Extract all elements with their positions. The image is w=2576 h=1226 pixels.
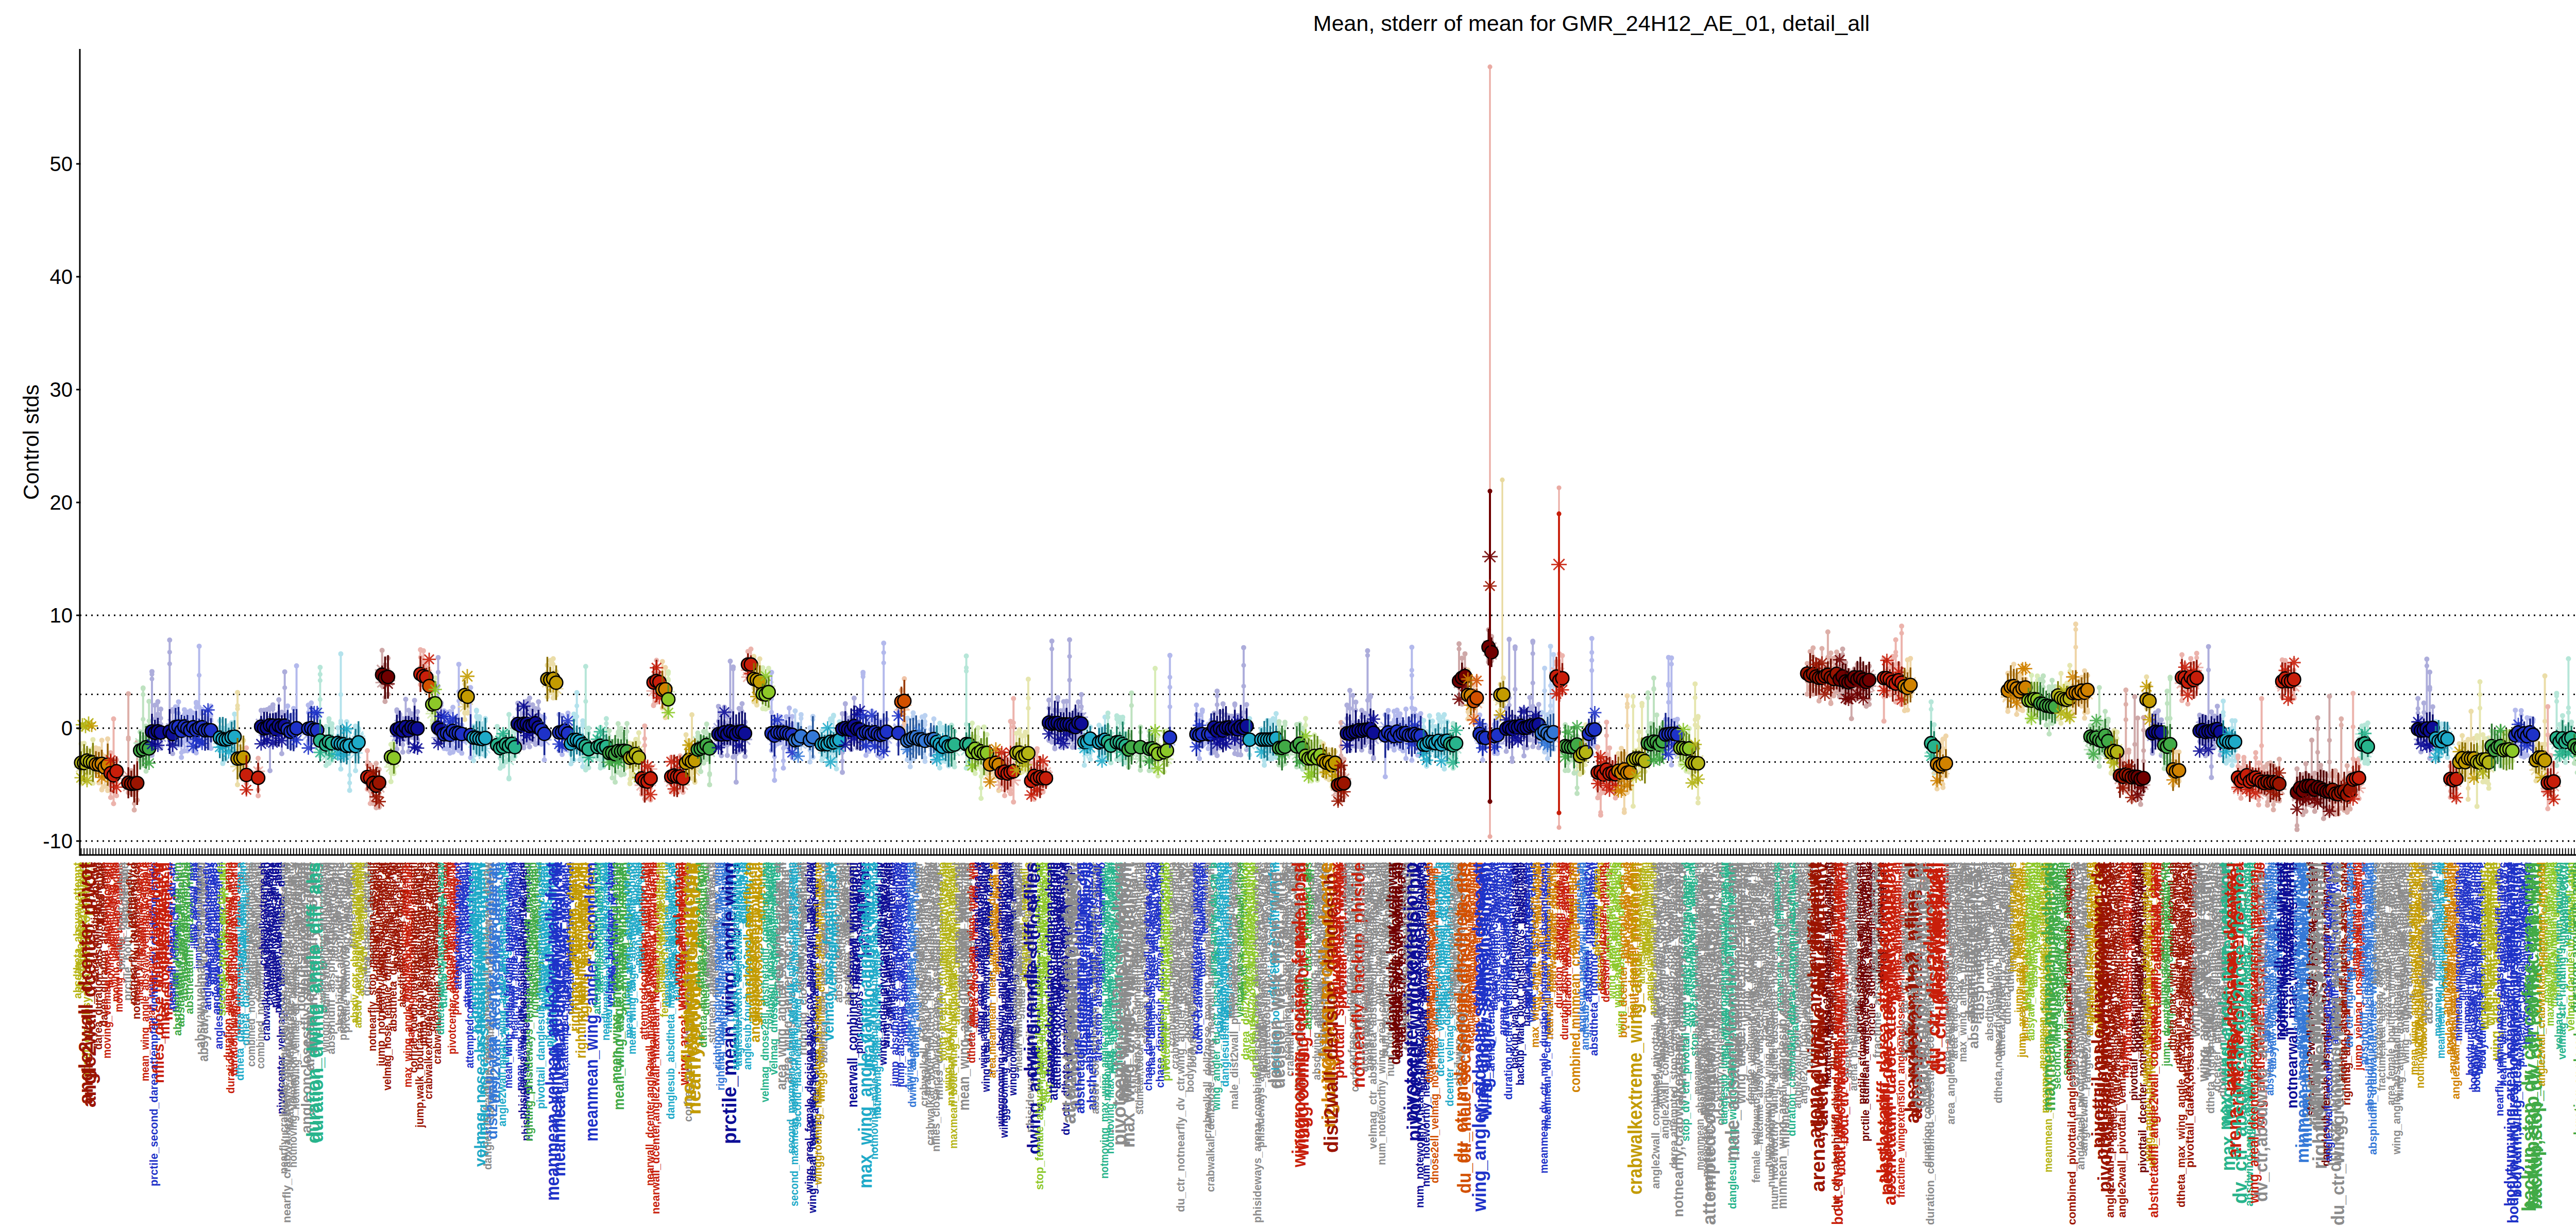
svg-text:0: 0 [61,717,73,740]
svg-text:10: 10 [50,604,73,627]
svg-text:20: 20 [50,491,73,514]
svg-text:-10: -10 [43,830,73,852]
svg-text:50: 50 [50,153,73,175]
svg-text:40: 40 [50,265,73,288]
svg-text:Mean, stderr of mean for GMR_2: Mean, stderr of mean for GMR_24H12_AE_01… [1313,11,1870,36]
svg-text:30: 30 [50,378,73,401]
svg-text:Control stds: Control stds [19,384,43,500]
